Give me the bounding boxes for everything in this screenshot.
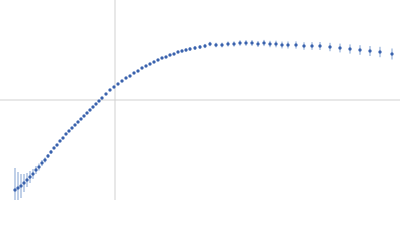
data-point xyxy=(58,139,62,143)
data-point xyxy=(112,85,116,89)
data-point xyxy=(100,96,104,100)
data-point xyxy=(193,46,197,50)
data-point xyxy=(97,99,101,103)
data-point xyxy=(262,41,266,45)
data-point xyxy=(37,165,41,169)
data-point xyxy=(61,136,65,140)
data-point xyxy=(91,105,95,109)
data-point xyxy=(19,184,23,188)
data-point xyxy=(328,45,332,49)
data-point xyxy=(203,44,207,48)
data-point xyxy=(132,71,136,75)
data-point xyxy=(310,44,314,48)
data-point xyxy=(70,126,74,130)
data-point xyxy=(280,43,284,47)
data-point xyxy=(232,42,236,46)
data-point xyxy=(160,56,164,60)
data-point xyxy=(286,43,290,47)
data-point xyxy=(120,79,124,83)
data-point xyxy=(208,42,212,46)
data-point xyxy=(85,111,89,115)
data-point xyxy=(64,132,68,136)
data-point xyxy=(16,186,20,190)
data-point xyxy=(52,146,56,150)
data-point xyxy=(49,150,53,154)
data-point xyxy=(302,44,306,48)
data-point xyxy=(348,47,352,51)
data-point xyxy=(31,172,35,176)
data-point xyxy=(13,188,17,192)
data-point xyxy=(46,154,50,158)
data-point xyxy=(198,45,202,49)
data-point xyxy=(73,123,77,127)
data-point xyxy=(76,120,80,124)
data-point xyxy=(79,117,83,121)
data-point xyxy=(104,92,108,96)
data-point xyxy=(108,88,112,92)
data-point xyxy=(22,181,26,185)
data-point xyxy=(67,129,71,133)
data-point xyxy=(28,175,32,179)
data-point xyxy=(390,52,394,56)
data-point xyxy=(43,158,47,162)
data-point xyxy=(148,62,152,66)
data-point xyxy=(256,42,260,46)
data-point xyxy=(238,41,242,45)
data-point xyxy=(188,47,192,51)
data-point xyxy=(124,76,128,80)
data-point xyxy=(338,46,342,50)
data-point xyxy=(378,50,382,54)
data-point xyxy=(318,44,322,48)
data-point xyxy=(25,178,29,182)
data-point xyxy=(226,42,230,46)
data-point xyxy=(40,161,44,165)
data-point xyxy=(140,66,144,70)
chart xyxy=(0,0,400,200)
data-point xyxy=(358,48,362,52)
data-point xyxy=(220,43,224,47)
data-point xyxy=(268,42,272,46)
data-point xyxy=(250,41,254,45)
data-point xyxy=(164,55,168,59)
data-point xyxy=(116,82,120,86)
data-point xyxy=(136,69,140,73)
data-point xyxy=(172,52,176,56)
data-point xyxy=(214,43,218,47)
data-point xyxy=(82,114,86,118)
data-point xyxy=(88,108,92,112)
data-point xyxy=(274,42,278,46)
data-point xyxy=(244,41,248,45)
data-point xyxy=(180,49,184,53)
data-point xyxy=(34,168,38,172)
data-point xyxy=(294,43,298,47)
data-point xyxy=(156,58,160,62)
data-point xyxy=(168,53,172,57)
data-point xyxy=(176,50,180,54)
data-point xyxy=(55,143,59,147)
data-point xyxy=(184,48,188,52)
data-point xyxy=(128,74,132,78)
data-point xyxy=(152,60,156,64)
data-point xyxy=(94,102,98,106)
data-point xyxy=(368,49,372,53)
data-point xyxy=(144,64,148,68)
